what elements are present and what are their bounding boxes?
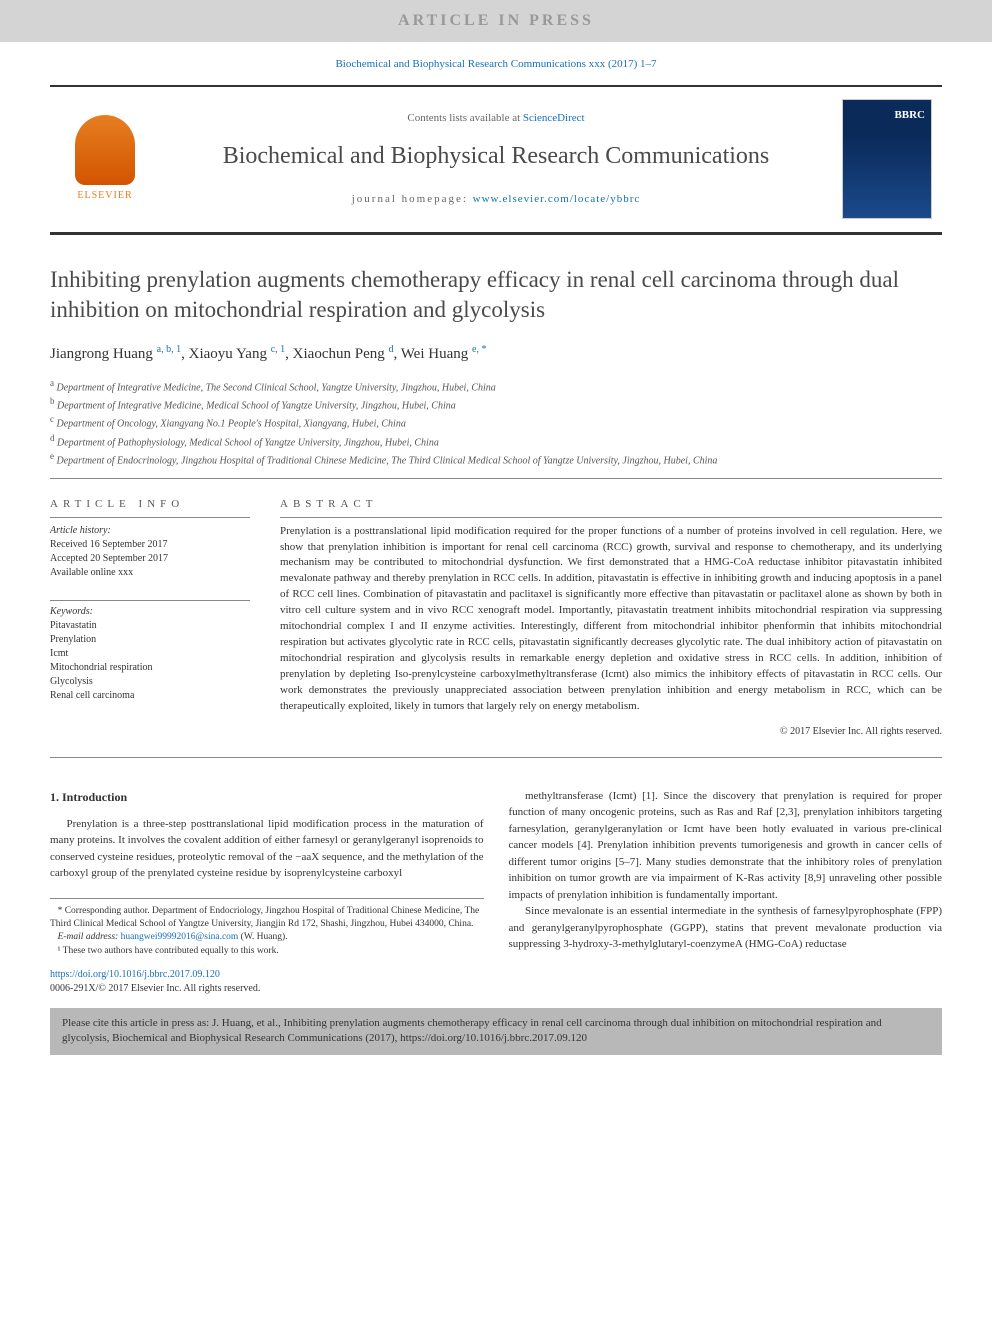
history-label: Article history: (50, 524, 250, 538)
author-1: Xiaoyu Yang (189, 346, 267, 362)
doi-block: https://doi.org/10.1016/j.bbrc.2017.09.1… (50, 968, 942, 996)
kw-1: Prenylation (50, 633, 250, 647)
doi-link[interactable]: https://doi.org/10.1016/j.bbrc.2017.09.1… (50, 969, 220, 980)
citation-top: Biochemical and Biophysical Research Com… (0, 57, 992, 72)
email-label: E-mail address: (58, 932, 121, 942)
kw-5: Renal cell carcinoma (50, 689, 250, 703)
intro-p1: Prenylation is a three-step posttranslat… (50, 816, 484, 882)
abstract-col: ABSTRACT Prenylation is a posttranslatio… (280, 497, 942, 739)
column-left: 1. Introduction Prenylation is a three-s… (50, 788, 484, 958)
history-0: Received 16 September 2017 (50, 538, 250, 552)
author-0: Jiangrong Huang (50, 346, 153, 362)
body-columns: 1. Introduction Prenylation is a three-s… (50, 788, 942, 958)
journal-header: ELSEVIER Contents lists available at Sci… (50, 85, 942, 235)
intro-heading: 1. Introduction (50, 788, 484, 806)
author-0-sup: a, b, 1 (157, 344, 181, 355)
affil-a: a Department of Integrative Medicine, Th… (50, 377, 942, 395)
equal-contrib-note: ¹ These two authors have contributed equ… (50, 945, 484, 958)
sciencedirect-link[interactable]: ScienceDirect (523, 112, 585, 124)
affil-b: b Department of Integrative Medicine, Me… (50, 395, 942, 413)
history-2: Available online xxx (50, 566, 250, 580)
kw-3: Mitochondrial respiration (50, 661, 250, 675)
author-3-sup: e, * (472, 344, 486, 355)
contents-line: Contents lists available at ScienceDirec… (170, 111, 822, 126)
kw-0: Pitavastatin (50, 619, 250, 633)
affil-text-c: Department of Oncology, Xiangyang No.1 P… (57, 419, 406, 430)
article-title: Inhibiting prenylation augments chemothe… (50, 265, 942, 325)
article-info-label: ARTICLE INFO (50, 497, 250, 517)
elsevier-text: ELSEVIER (77, 189, 132, 203)
email-suffix: (W. Huang). (238, 932, 287, 942)
affil-sup-a: a (50, 378, 54, 388)
cover-abbr: BBRC (894, 108, 925, 123)
email-note: E-mail address: huangwei99992016@sina.co… (50, 931, 484, 944)
footnotes: * Corresponding author. Department of En… (50, 898, 484, 958)
homepage-line: journal homepage: www.elsevier.com/locat… (170, 192, 822, 207)
affil-e: e Department of Endocrinology, Jingzhou … (50, 450, 942, 468)
article-in-press-banner: ARTICLE IN PRESS (0, 0, 992, 42)
cover-thumbnail: BBRC (842, 99, 932, 219)
history-1: Accepted 20 September 2017 (50, 552, 250, 566)
affil-text-a: Department of Integrative Medicine, The … (57, 382, 496, 393)
column-right: methyltransferase (Icmt) [1]. Since the … (509, 788, 943, 958)
homepage-prefix: journal homepage: (352, 193, 473, 205)
author-2: Xiaochun Peng (293, 346, 385, 362)
homepage-link[interactable]: www.elsevier.com/locate/ybbrc (473, 193, 641, 205)
info-abstract-row: ARTICLE INFO Article history: Received 1… (50, 497, 942, 758)
col2-p1: methyltransferase (Icmt) [1]. Since the … (509, 788, 943, 904)
article-info-col: ARTICLE INFO Article history: Received 1… (50, 497, 250, 739)
col2-p2: Since mevalonate is an essential interme… (509, 903, 943, 953)
affil-d: d Department of Pathophysiology, Medical… (50, 432, 942, 450)
corresp-note: * Corresponding author. Department of En… (50, 905, 484, 932)
affiliations: a Department of Integrative Medicine, Th… (50, 377, 942, 480)
cite-box: Please cite this article in press as: J.… (50, 1008, 942, 1055)
abstract-copyright: © 2017 Elsevier Inc. All rights reserved… (280, 725, 942, 739)
affil-c: c Department of Oncology, Xiangyang No.1… (50, 413, 942, 431)
affil-sup-d: d (50, 433, 55, 443)
authors-line: Jiangrong Huang a, b, 1, Xiaoyu Yang c, … (50, 343, 942, 365)
abstract-text: Prenylation is a posttranslational lipid… (280, 524, 942, 715)
issn-line: 0006-291X/© 2017 Elsevier Inc. All right… (50, 983, 260, 994)
header-center: Contents lists available at ScienceDirec… (160, 101, 832, 217)
kw-2: Icmt (50, 647, 250, 661)
article-main: Inhibiting prenylation augments chemothe… (50, 265, 942, 758)
kw-4: Glycolysis (50, 675, 250, 689)
affil-sup-e: e (50, 451, 54, 461)
affil-text-d: Department of Pathophysiology, Medical S… (57, 437, 439, 448)
contents-prefix: Contents lists available at (407, 112, 522, 124)
affil-text-b: Department of Integrative Medicine, Medi… (57, 400, 456, 411)
journal-name: Biochemical and Biophysical Research Com… (170, 140, 822, 174)
keywords-label: Keywords: (50, 600, 250, 619)
affil-sup-c: c (50, 414, 54, 424)
affil-text-e: Department of Endocrinology, Jingzhou Ho… (57, 455, 718, 466)
elsevier-logo: ELSEVIER (60, 109, 150, 209)
affil-sup-b: b (50, 396, 55, 406)
elsevier-tree-icon (75, 115, 135, 185)
abstract-label: ABSTRACT (280, 497, 942, 517)
email-link[interactable]: huangwei99992016@sina.com (121, 932, 239, 942)
author-1-sup: c, 1 (271, 344, 285, 355)
author-3: Wei Huang (401, 346, 469, 362)
